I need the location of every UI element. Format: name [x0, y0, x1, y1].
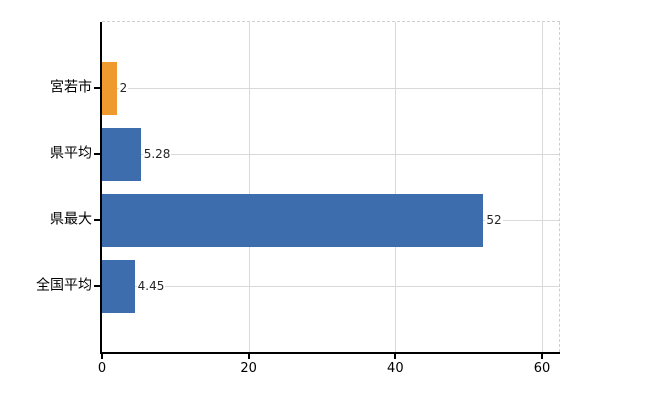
- bar-4[interactable]: [102, 259, 135, 313]
- x-axis-tick-label: 60: [533, 361, 551, 376]
- bar-value-label: 5.28: [142, 146, 172, 162]
- category-label: 全国平均: [36, 277, 92, 294]
- x-axis-line: [100, 352, 560, 354]
- horizontal-gridline: [102, 154, 560, 155]
- horizontal-gridline: [102, 286, 560, 287]
- category-label: 県最大: [50, 211, 92, 228]
- bar-2[interactable]: [102, 127, 141, 181]
- y-axis-tick: [94, 153, 100, 155]
- x-axis-tick: [394, 354, 397, 359]
- vertical-gridline: [248, 22, 250, 352]
- bar-value-label: 52: [485, 212, 503, 228]
- x-axis-tick: [247, 354, 250, 359]
- x-axis-tick-label: 40: [387, 361, 404, 376]
- vertical-gridline: [542, 22, 543, 352]
- horizontal-gridline: [102, 88, 560, 89]
- bar-1[interactable]: [102, 61, 117, 115]
- plot-right-border: [559, 22, 560, 352]
- x-axis-tick: [541, 354, 543, 359]
- category-label: 宮若市: [50, 79, 92, 96]
- y-axis-tick: [94, 219, 100, 221]
- bar-value-label: 4.45: [136, 278, 166, 294]
- plot-top-border: [102, 21, 560, 22]
- y-axis-tick: [94, 87, 100, 89]
- x-axis-tick-label: 0: [97, 361, 107, 376]
- category-label: 県平均: [50, 145, 92, 162]
- bar-value-label: 2: [118, 80, 129, 96]
- vertical-gridline: [395, 22, 397, 352]
- y-axis-tick: [94, 285, 100, 287]
- x-axis-tick: [101, 354, 103, 359]
- y-axis-line: [100, 22, 102, 354]
- x-axis-tick-label: 20: [240, 361, 257, 376]
- bar-3[interactable]: [102, 193, 484, 247]
